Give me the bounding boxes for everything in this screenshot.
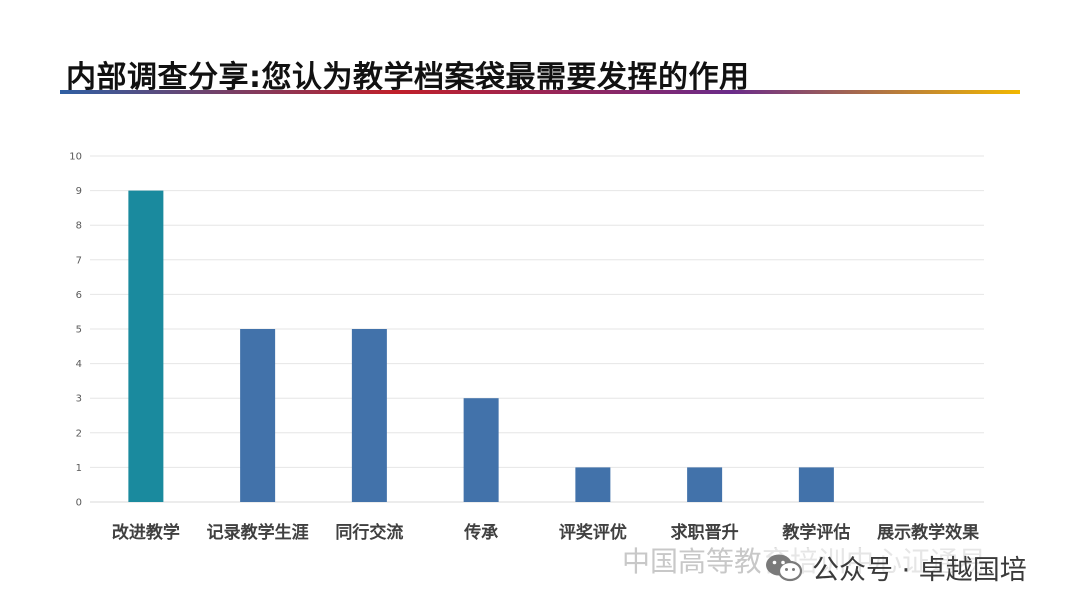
x-category-label: 改进教学 <box>112 522 180 543</box>
bar <box>687 467 723 502</box>
x-category-label: 同行交流 <box>335 522 403 543</box>
bar <box>128 190 164 502</box>
y-tick-label: 6 <box>76 290 82 301</box>
x-category-label: 求职晋升 <box>671 522 739 543</box>
y-tick-label: 7 <box>76 255 82 266</box>
x-category-label: 记录教学生涯 <box>207 522 309 543</box>
title-underline <box>60 90 1020 94</box>
watermark-account: 公众号 · 卓越国培 <box>760 548 1031 587</box>
bar <box>351 329 387 502</box>
bar <box>240 329 276 502</box>
y-tick-label: 0 <box>76 498 82 509</box>
y-tick-label: 2 <box>76 428 82 439</box>
wechat-icon <box>766 554 803 581</box>
slide-title: 内部调查分享:您认为教学档案袋最需要发挥的作用 <box>66 60 750 95</box>
watermark-account-label: 公众号 · 卓越国培 <box>812 555 1027 586</box>
y-tick-label: 9 <box>76 186 82 197</box>
x-category-label: 教学评估 <box>781 522 850 543</box>
y-tick-label: 3 <box>76 394 82 405</box>
y-tick-label: 4 <box>76 359 82 370</box>
y-tick-label: 1 <box>76 463 82 474</box>
x-category-label: 展示教学效果 <box>877 522 979 543</box>
x-category-label: 评奖评优 <box>559 522 627 543</box>
y-tick-label: 10 <box>69 152 82 163</box>
bar <box>798 467 834 502</box>
x-category-label: 传承 <box>463 522 498 543</box>
y-tick-label: 5 <box>76 325 82 336</box>
bar <box>463 398 499 502</box>
bar <box>575 467 611 502</box>
y-tick-label: 8 <box>76 221 82 232</box>
